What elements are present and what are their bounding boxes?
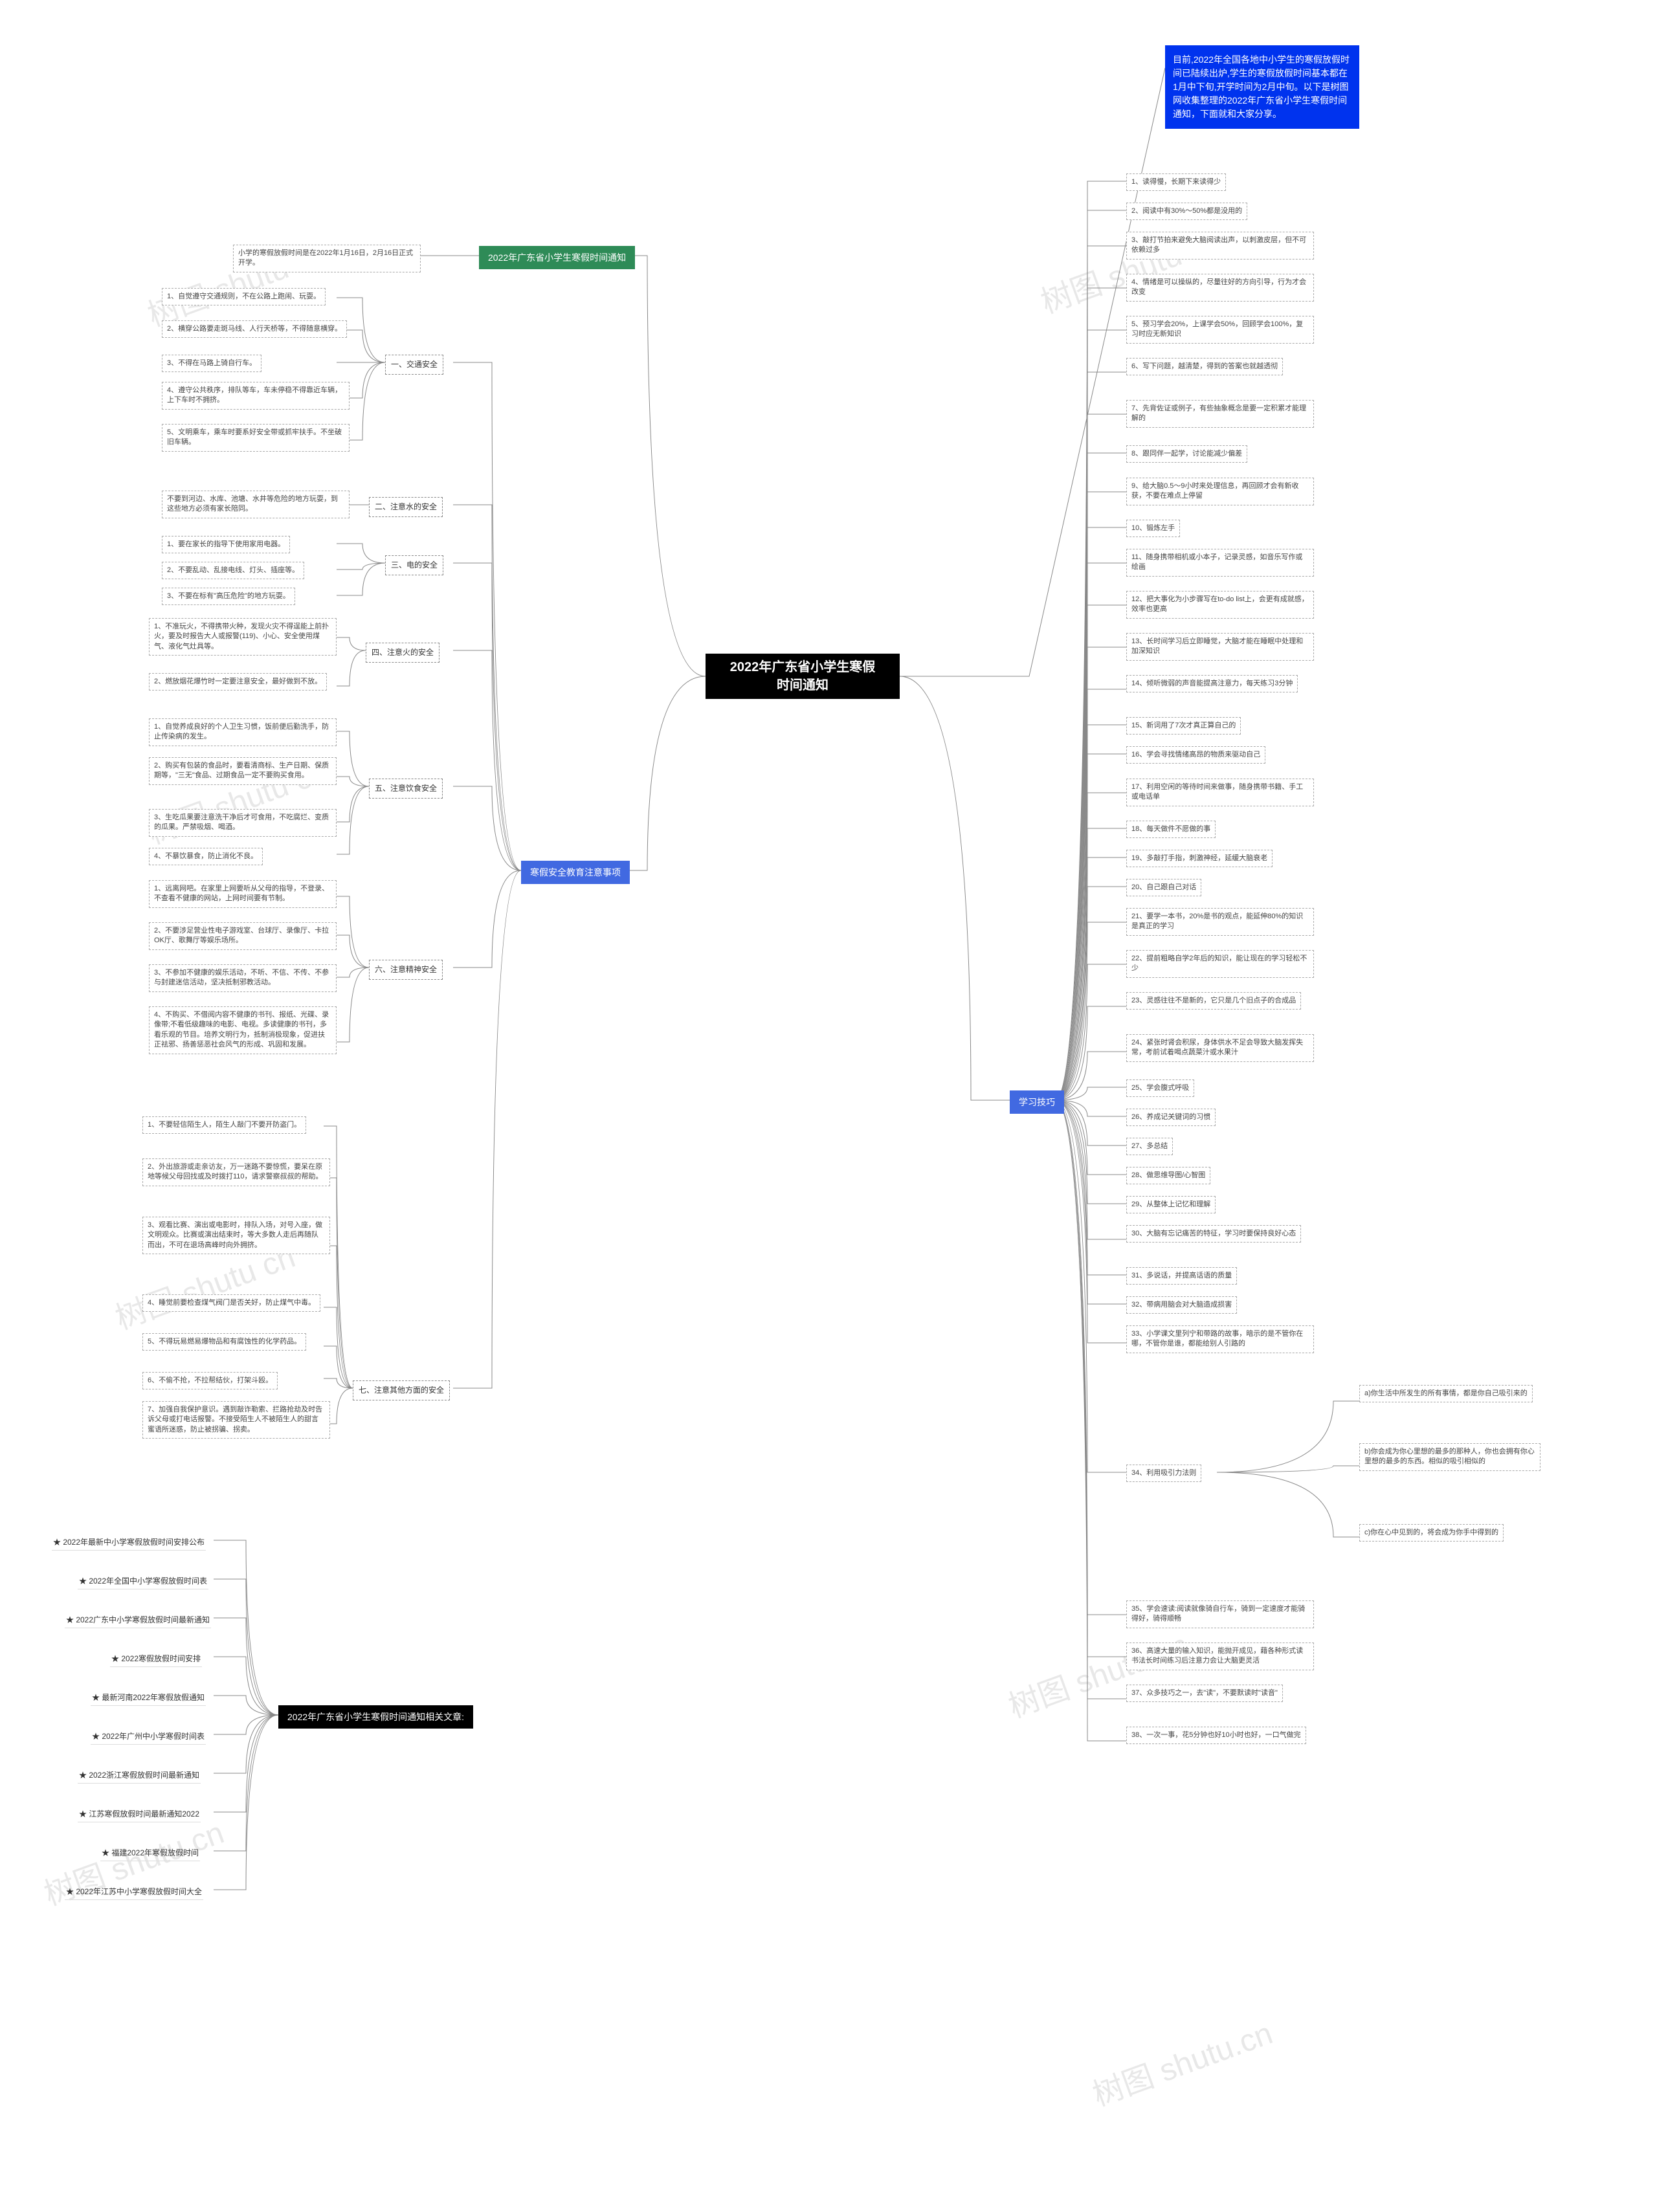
tip-22: 22、提前粗略自学2年后的知识，能让现在的学习轻松不少 (1126, 950, 1314, 978)
s6-i1: 1、远离网吧。在家里上网要听从父母的指导，不登录、不查看不健康的网站，上网时间要… (149, 880, 337, 908)
tip-36: 36、高速大量的输入知识，能抛开成见，藉各种形式读书法长时间练习后注意力会让大脑… (1126, 1642, 1314, 1670)
related-1: ★ 2022年最新中小学寒假放假时间安排公布 (52, 1534, 206, 1551)
s6-i2: 2、不要涉足营业性电子游戏室、台球厅、录像厅、卡拉OK厅、歌舞厅等娱乐场所。 (149, 922, 337, 950)
watermark: 树图 shutu.cn (1085, 2007, 1278, 2114)
tip-14: 14、倾听微弱的声音能提高注意力，每天练习3分钟 (1126, 675, 1298, 692)
tip-11: 11、随身携带相机或小本子，记录灵感，如音乐写作或绘画 (1126, 549, 1314, 577)
s5-i4: 4、不暴饮暴食，防止消化不良。 (149, 848, 263, 865)
tip-24: 24、紧张时肾会积尿，身体供水不足会导致大脑发挥失常，考前试着喝点蔬菜汁或水果汁 (1126, 1034, 1314, 1062)
tip-29: 29、从整体上记忆和理解 (1126, 1196, 1216, 1213)
related-10: ★ 2022年江苏中小学寒假放假时间大全 (65, 1883, 203, 1900)
tip-10: 10、锻炼左手 (1126, 520, 1180, 537)
tip-21: 21、要学一本书，20%是书的观点，能延伸80%的知识是真正的学习 (1126, 908, 1314, 936)
safety-food: 五、注意饮食安全 (369, 779, 443, 799)
s4-i2: 2、燃放烟花爆竹时一定要注意安全，最好做到不放。 (149, 673, 327, 691)
s1-i5: 5、文明乘车，乘车时要系好安全带或抓牢扶手。不坐破旧车辆。 (162, 424, 350, 452)
s6-i4: 4、不购买、不借阅内容不健康的书刊、报纸、光碟、录像带;不看低级趣味的电影、电视… (149, 1006, 337, 1054)
s7-i5: 5、不得玩易燃易爆物品和有腐蚀性的化学药品。 (142, 1333, 306, 1351)
intro-text: 目前,2022年全国各地中小学生的寒假放假时间已陆续出炉,学生的寒假放假时间基本… (1173, 54, 1350, 119)
tip-25: 25、学会腹式呼吸 (1126, 1079, 1194, 1097)
central-node: 2022年广东省小学生寒假时间通知 (706, 654, 900, 699)
safety-other: 七、注意其他方面的安全 (353, 1380, 450, 1400)
s1-i3: 3、不得在马路上骑自行车。 (162, 355, 261, 372)
s2-i1: 不要到河边、水库、池塘、水井等危险的地方玩耍，到这些地方必须有家长陪同。 (162, 491, 350, 518)
topic-related: 2022年广东省小学生寒假时间通知相关文章: (278, 1705, 473, 1729)
s3-i1: 1、要在家长的指导下使用家用电器。 (162, 536, 290, 553)
s4-i1: 1、不准玩火，不得携带火种，发现火灾不得逞能上前扑火，要及时报告大人或报警(11… (149, 618, 337, 656)
s7-i7: 7、加强自我保护意识。遇到敲诈勒索、拦路抢劫及时告诉父母或打电话报警。不接受陌生… (142, 1401, 330, 1439)
topic-safety: 寒假安全教育注意事项 (521, 861, 630, 884)
topic-study-tips: 学习技巧 (1010, 1090, 1064, 1114)
safety-mental: 六、注意精神安全 (369, 960, 443, 980)
tip-18: 18、每天做件不愿做的事 (1126, 821, 1216, 838)
related-6: ★ 2022年广州中小学寒假时间表 (91, 1728, 206, 1745)
tip-8: 8、跟同伴一起学，讨论能减少偏差 (1126, 445, 1247, 463)
s7-i2: 2、外出旅游或走亲访友，万一迷路不要惊慌，要呆在原地等候父母回找或及时拨打110… (142, 1158, 330, 1186)
tip-19: 19、多敲打手指，刺激神经，延缓大脑衰老 (1126, 850, 1273, 867)
s5-i3: 3、生吃瓜果要注意洗干净后才可食用，不吃腐烂、变质的瓜果。严禁吸烟、喝酒。 (149, 809, 337, 837)
tip-38: 38、一次一事，花5分钟也好10小时也好，一口气做完 (1126, 1727, 1306, 1744)
tip-31: 31、多说话，并提高话语的质量 (1126, 1267, 1237, 1285)
s1-i2: 2、横穿公路要走斑马线、人行天桥等，不得随意横穿。 (162, 320, 347, 338)
tip-30: 30、大脑有忘记痛苦的特征，学习时要保持良好心态 (1126, 1225, 1301, 1243)
related-9: ★ 福建2022年寒假放假时间 (100, 1844, 200, 1861)
safety-fire: 四、注意火的安全 (366, 643, 439, 663)
related-2: ★ 2022年全国中小学寒假放假时间表 (78, 1573, 208, 1589)
tip-3: 3、敲打节拍来避免大脑阅读出声，以刺激皮层，但不可依赖过多 (1126, 232, 1314, 260)
tip-1: 1、读得慢，长期下来读得少 (1126, 173, 1226, 191)
related-4: ★ 2022寒假放假时间安排 (110, 1650, 202, 1667)
tip-17: 17、利用空闲的等待时间来做事，随身携带书籍、手工或电话单 (1126, 779, 1314, 806)
tip-4: 4、情绪是可以操纵的，尽量往好的方向引导，行为才会改变 (1126, 274, 1314, 302)
tip-27: 27、多总结 (1126, 1138, 1173, 1155)
safety-water: 二、注意水的安全 (369, 497, 443, 517)
related-5: ★ 最新河南2022年寒假放假通知 (91, 1689, 206, 1706)
s3-i2: 2、不要乱动、乱接电线、灯头、插座等。 (162, 562, 304, 579)
s3-i3: 3、不要在标有"高压危险"的地方玩耍。 (162, 588, 295, 605)
tip-34c: c)你在心中见到的，将会成为你手中得到的 (1359, 1524, 1504, 1542)
s1-i4: 4、遵守公共秩序，排队等车，车未停稳不得靠近车辆，上下车时不拥挤。 (162, 382, 350, 410)
tip-7: 7、先背佐证或例子，有些抽象概念是要一定积累才能理解的 (1126, 400, 1314, 428)
related-7: ★ 2022浙江寒假放假时间最新通知 (78, 1767, 201, 1784)
tip-15: 15、新词用了7次才真正算自己的 (1126, 717, 1241, 735)
tip-37: 37、众多技巧之一，去"读"，不要默读时"读音" (1126, 1685, 1283, 1702)
s7-i6: 6、不偷不抢，不拉帮结伙，打架斗殴。 (142, 1372, 278, 1389)
tip-28: 28、做思维导图/心智图 (1126, 1167, 1210, 1184)
related-8: ★ 江苏寒假放假时间最新通知2022 (78, 1806, 201, 1822)
tip-33: 33、小学课文里列宁和带路的故事，暗示的是不管你在哪，不管你是谁，都能给别人引路… (1126, 1325, 1314, 1353)
intro-node: 目前,2022年全国各地中小学生的寒假放假时间已陆续出炉,学生的寒假放假时间基本… (1165, 45, 1359, 129)
tip-23: 23、灵感往往不是新的，它只是几个旧点子的合成品 (1126, 992, 1301, 1010)
s5-i2: 2、购买有包装的食品时，要看清商标、生产日期、保质期等，"三无"食品、过期食品一… (149, 757, 337, 785)
s7-i3: 3、观看比赛、演出或电影时，排队入场，对号入座，做文明观众。比赛或演出结束时，等… (142, 1217, 330, 1254)
tip-6: 6、写下问题，越清楚，得到的答案也就越透彻 (1126, 358, 1283, 375)
tip-5: 5、预习学会20%，上课学会50%，回顾学会100%，复习时应无新知识 (1126, 316, 1314, 344)
tip-20: 20、自己跟自己对话 (1126, 879, 1201, 896)
tip-34: 34、利用吸引力法则 (1126, 1465, 1201, 1482)
tip-35: 35、学会速读:阅读就像骑自行车，骑到一定速度才能骑得好，骑得顺畅 (1126, 1600, 1314, 1628)
safety-electric: 三、电的安全 (385, 555, 443, 575)
s1-i1: 1、自觉遵守交通规则，不在公路上跑闹、玩耍。 (162, 288, 326, 305)
t1-content: 小学的寒假放假时间是在2022年1月16日，2月16日正式开学。 (233, 245, 421, 272)
s5-i1: 1、自觉养成良好的个人卫生习惯，饭前便后勤洗手，防止传染病的发生。 (149, 718, 337, 746)
tip-32: 32、带病用脑会对大脑造成损害 (1126, 1296, 1237, 1314)
tip-26: 26、养成记关键词的习惯 (1126, 1109, 1216, 1126)
s6-i3: 3、不参加不健康的娱乐活动，不听、不信、不传、不参与封建迷信活动，坚决抵制邪教活… (149, 964, 337, 992)
watermark: 树图 shutu cn (1001, 1619, 1194, 1726)
tip-9: 9、给大脑0.5～9小时来处理信息，再回顾才会有新收获，不要在难点上停留 (1126, 478, 1314, 505)
tip-34a: a)你生活中所发生的所有事情，都是你自己吸引来的 (1359, 1385, 1533, 1402)
s7-i4: 4、睡觉前要检查煤气阀门是否关好，防止煤气中毒。 (142, 1294, 320, 1312)
central-title: 2022年广东省小学生寒假时间通知 (730, 658, 876, 694)
tip-34b: b)你会成为你心里想的最多的那种人，你也会拥有你心里想的最多的东西。相似的吸引相… (1359, 1443, 1540, 1471)
related-3: ★ 2022广东中小学寒假放假时间最新通知 (65, 1611, 211, 1628)
tip-12: 12、把大事化为小步骤写在to-do list上，会更有成就感，效率也更高 (1126, 591, 1314, 619)
safety-traffic: 一、交通安全 (385, 355, 443, 375)
tip-2: 2、阅读中有30%～50%都是没用的 (1126, 203, 1247, 220)
tip-16: 16、学会寻找情绪高昂的物质来驱动自己 (1126, 746, 1265, 764)
s7-i1: 1、不要轻信陌生人，陌生人敲门不要开防盗门。 (142, 1116, 306, 1134)
topic-time-notice: 2022年广东省小学生寒假时间通知 (479, 246, 635, 269)
tip-13: 13、长时间学习后立即睡觉，大脑才能在睡眠中处理和加深知识 (1126, 633, 1314, 661)
